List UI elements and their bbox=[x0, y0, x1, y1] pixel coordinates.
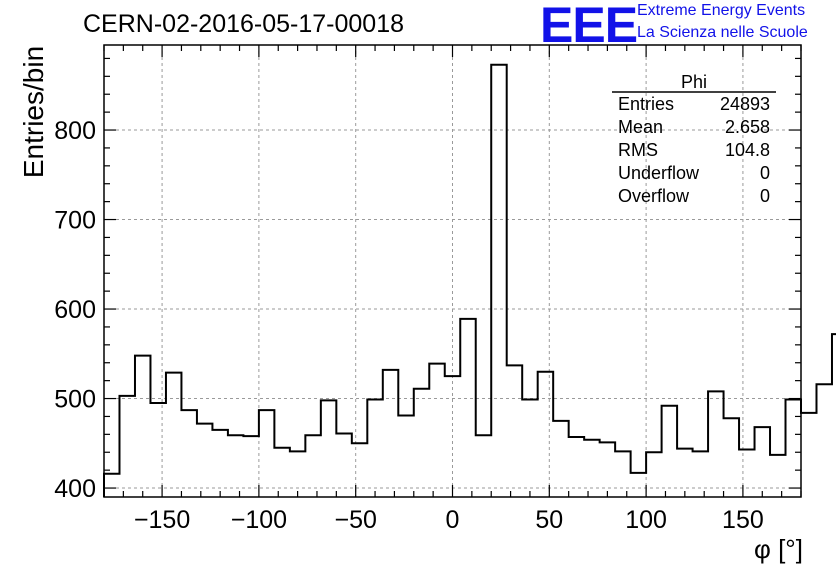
histogram-bar bbox=[693, 451, 708, 497]
x-tick-label: −150 bbox=[134, 506, 190, 534]
logo-line-2: La Scienza nelle Scuole bbox=[637, 24, 808, 41]
stats-value: 0 bbox=[760, 186, 770, 206]
histogram-bar bbox=[259, 410, 274, 497]
x-tick-label: 100 bbox=[625, 506, 667, 534]
histogram-bar bbox=[786, 399, 801, 497]
histogram-bar bbox=[739, 450, 754, 497]
histogram-bar bbox=[352, 443, 367, 497]
histogram-bar bbox=[212, 430, 227, 497]
stats-name: Phi bbox=[681, 72, 707, 92]
histogram-bar bbox=[197, 424, 212, 497]
x-tick-label: −100 bbox=[231, 506, 287, 534]
histogram-bar bbox=[321, 400, 336, 497]
stats-value: 104.8 bbox=[725, 140, 770, 160]
stats-label: Mean bbox=[618, 117, 663, 137]
histogram-bar bbox=[770, 455, 785, 497]
histogram-bar bbox=[305, 435, 320, 497]
histogram-bars bbox=[103, 63, 836, 497]
x-tick-label: 150 bbox=[722, 506, 764, 534]
stats-label: Entries bbox=[618, 94, 674, 114]
histogram-bar bbox=[491, 65, 506, 497]
stats-value: 0 bbox=[760, 163, 770, 183]
histogram-bar bbox=[553, 421, 568, 497]
y-tick-label: 400 bbox=[54, 475, 96, 503]
chart-title: CERN-02-2016-05-17-00018 bbox=[83, 10, 405, 38]
stats-label: Overflow bbox=[618, 186, 690, 206]
x-tick-label: 0 bbox=[446, 506, 460, 534]
histogram-bar bbox=[274, 448, 289, 497]
histogram-bar bbox=[429, 364, 444, 497]
histogram-bar bbox=[119, 396, 134, 497]
histogram-bar bbox=[414, 389, 429, 497]
histogram-bar bbox=[801, 413, 816, 497]
histogram-bar bbox=[631, 473, 646, 497]
axis-ticks: −150 −100 −50 0 50 100 150 400 500 600 700 800 bbox=[54, 45, 802, 534]
y-tick-label: 500 bbox=[54, 386, 96, 414]
histogram-bar bbox=[522, 399, 537, 497]
eee-logo: EEE bbox=[540, 0, 638, 53]
stats-box: Phi Entries 24893 Mean 2.658 RMS 104.8 Underflo… bbox=[612, 72, 776, 206]
x-tick-label: −50 bbox=[334, 506, 376, 534]
histogram-bar bbox=[181, 410, 196, 497]
histogram-bar bbox=[398, 416, 413, 497]
histogram-bar bbox=[615, 451, 630, 497]
y-tick-label: 600 bbox=[54, 296, 96, 324]
histogram-bar bbox=[600, 442, 615, 497]
histogram-bar bbox=[662, 406, 677, 497]
y-axis-label: Entries/bin bbox=[18, 45, 49, 179]
histogram-bar bbox=[724, 418, 739, 497]
histogram-bar bbox=[569, 437, 584, 497]
histogram-bar bbox=[538, 372, 553, 497]
histogram-bar bbox=[150, 403, 165, 497]
y-tick-label: 800 bbox=[54, 117, 96, 145]
histogram-bar bbox=[135, 356, 150, 497]
logo-line-1: Extreme Energy Events bbox=[637, 2, 806, 19]
histogram-bar bbox=[755, 427, 770, 497]
histogram-bar bbox=[166, 373, 181, 497]
stats-value: 24893 bbox=[720, 94, 770, 114]
histogram-bar bbox=[646, 452, 661, 497]
histogram-bar bbox=[677, 449, 692, 497]
histogram-bar bbox=[367, 399, 382, 497]
histogram-bar bbox=[336, 433, 351, 497]
histogram-outline bbox=[103, 63, 836, 497]
histogram-bar bbox=[507, 365, 522, 497]
stats-label: Underflow bbox=[618, 163, 700, 183]
histogram-bar bbox=[708, 391, 723, 497]
histogram-bar bbox=[460, 319, 475, 497]
histogram-bar bbox=[383, 370, 398, 497]
grid-lines bbox=[104, 45, 801, 497]
x-tick-label: 50 bbox=[535, 506, 563, 534]
y-tick-label: 700 bbox=[54, 207, 96, 235]
stats-value: 2.658 bbox=[725, 117, 770, 137]
x-axis-label: φ [°] bbox=[754, 534, 803, 564]
histogram-bar bbox=[816, 384, 831, 497]
stats-label: RMS bbox=[618, 140, 658, 160]
histogram-bar bbox=[104, 474, 119, 497]
histogram-bar bbox=[290, 451, 305, 497]
